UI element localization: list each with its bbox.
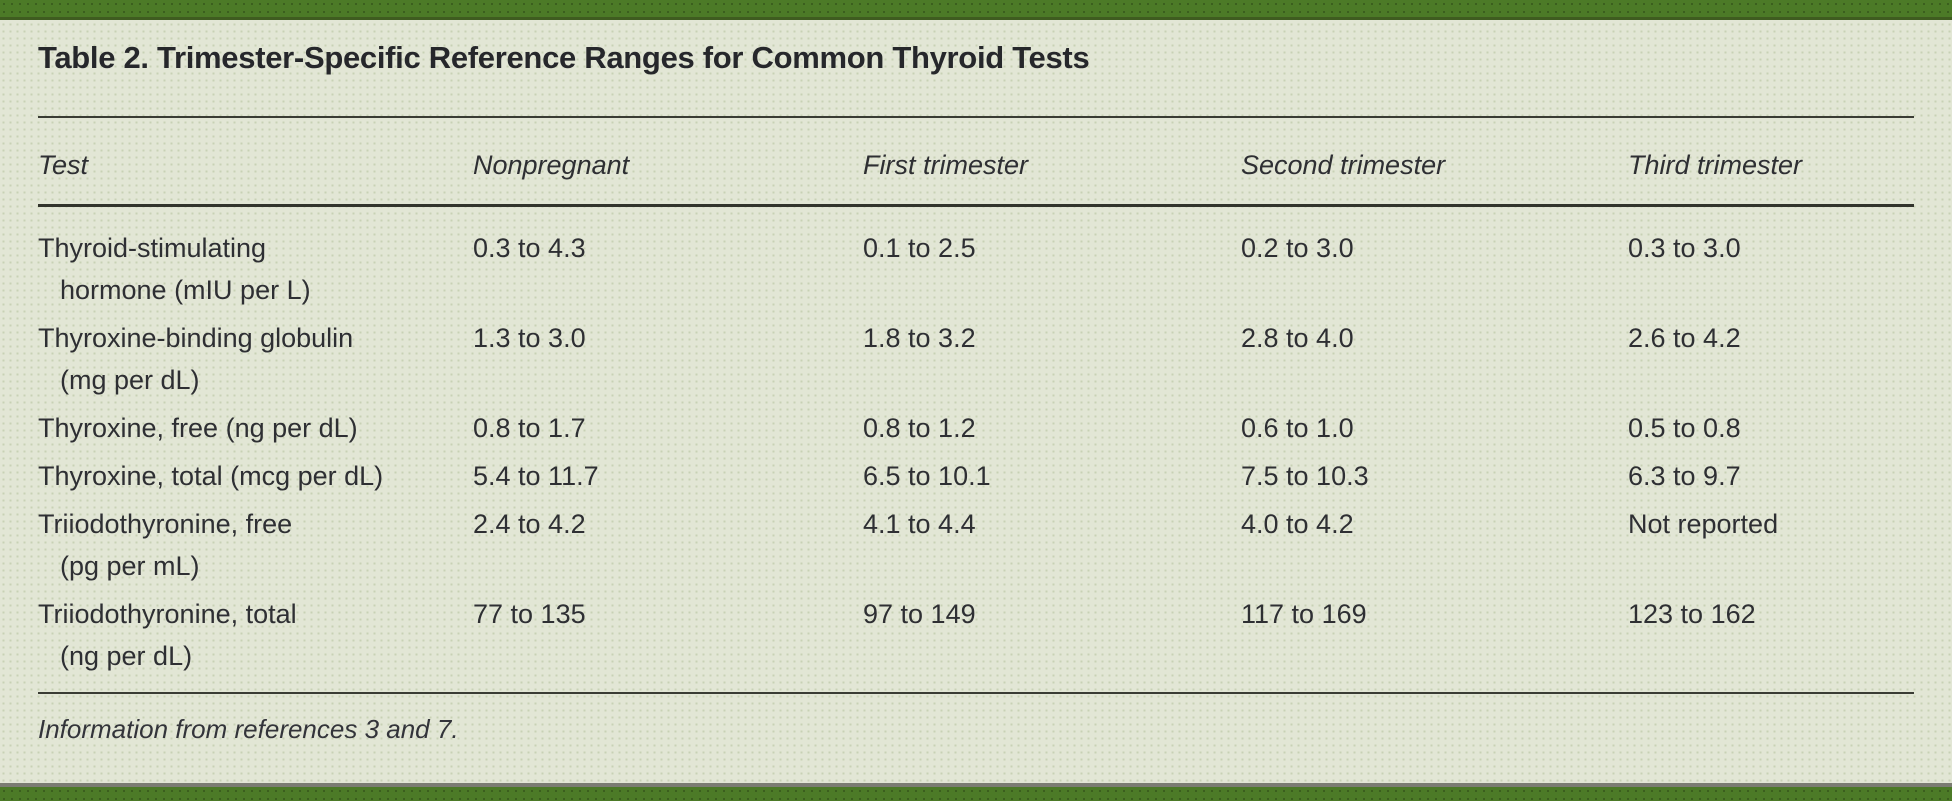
test-name: Thyroxine, total (mcg per dL) — [38, 461, 384, 491]
value-cell-second-trimester: 0.6 to 1.0 — [1241, 413, 1354, 443]
top-accent-bar — [0, 0, 1952, 20]
bottom-accent-bar — [0, 783, 1952, 801]
table-body: Thyroid-stimulating hormone (mIU per L) … — [38, 207, 1914, 699]
value-cell-third-trimester: 2.6 to 4.2 — [1628, 323, 1741, 353]
column-header-third-trimester: Third trimester — [1628, 150, 1803, 180]
table-row: Thyroxine-binding globulin (mg per dL) 1… — [38, 317, 1914, 401]
table-row: Thyroxine, total (mcg per dL) 5.4 to 11.… — [38, 455, 1914, 497]
column-header-first-trimester: First trimester — [863, 150, 1028, 180]
value-cell-first-trimester: 1.8 to 3.2 — [863, 323, 976, 353]
value-cell-nonpregnant: 0.3 to 4.3 — [473, 233, 586, 263]
table-row: Triiodothyronine, free (pg per mL) 2.4 t… — [38, 503, 1914, 587]
value-cell-second-trimester: 0.2 to 3.0 — [1241, 233, 1354, 263]
value-cell-first-trimester: 97 to 149 — [863, 599, 976, 629]
value-cell-first-trimester: 0.1 to 2.5 — [863, 233, 976, 263]
value-cell-second-trimester: 4.0 to 4.2 — [1241, 509, 1354, 539]
value-cell-first-trimester: 6.5 to 10.1 — [863, 461, 991, 491]
table-row: Thyroxine, free (ng per dL) 0.8 to 1.7 0… — [38, 407, 1914, 449]
test-name-cell: Thyroid-stimulating hormone (mIU per L) — [38, 227, 473, 311]
value-cell-nonpregnant: 0.8 to 1.7 — [473, 413, 586, 443]
value-cell-third-trimester: 0.5 to 0.8 — [1628, 413, 1741, 443]
test-name-cell: Triiodothyronine, free (pg per mL) — [38, 503, 473, 587]
value-cell-second-trimester: 2.8 to 4.0 — [1241, 323, 1354, 353]
table-row: Thyroid-stimulating hormone (mIU per L) … — [38, 227, 1914, 311]
test-name-cell: Thyroxine-binding globulin (mg per dL) — [38, 317, 473, 401]
value-cell-third-trimester: 0.3 to 3.0 — [1628, 233, 1741, 263]
table-footer: Information from references 3 and 7. — [38, 692, 1914, 745]
value-cell-nonpregnant: 2.4 to 4.2 — [473, 509, 586, 539]
column-header-nonpregnant: Nonpregnant — [473, 150, 630, 180]
value-cell-first-trimester: 0.8 to 1.2 — [863, 413, 976, 443]
table-title: Table 2. Trimester-Specific Reference Ra… — [38, 40, 1090, 75]
value-cell-second-trimester: 117 to 169 — [1241, 599, 1367, 629]
table-header-row: Test Nonpregnant First trimester Second … — [38, 116, 1914, 207]
value-cell-first-trimester: 4.1 to 4.4 — [863, 509, 976, 539]
test-unit: hormone (mIU per L) — [60, 275, 311, 305]
test-name: Thyroid-stimulating — [38, 233, 267, 263]
test-name-cell: Thyroxine, total (mcg per dL) — [38, 455, 473, 497]
test-unit: (pg per mL) — [60, 551, 200, 581]
value-cell-nonpregnant: 77 to 135 — [473, 599, 586, 629]
column-header-test: Test — [38, 150, 89, 180]
value-cell-nonpregnant: 1.3 to 3.0 — [473, 323, 586, 353]
table-row: Triiodothyronine, total (ng per dL) 77 t… — [38, 593, 1914, 677]
value-cell-third-trimester: Not reported — [1628, 509, 1779, 539]
test-name: Thyroxine-binding globulin — [38, 323, 354, 353]
value-cell-second-trimester: 7.5 to 10.3 — [1241, 461, 1369, 491]
value-cell-nonpregnant: 5.4 to 11.7 — [473, 461, 599, 491]
reference-range-table: Test Nonpregnant First trimester Second … — [38, 116, 1914, 699]
test-name-cell: Triiodothyronine, total (ng per dL) — [38, 593, 473, 677]
value-cell-third-trimester: 6.3 to 9.7 — [1628, 461, 1741, 491]
test-name: Triiodothyronine, free — [38, 509, 293, 539]
test-unit: (ng per dL) — [60, 641, 193, 671]
test-unit: (mg per dL) — [60, 365, 200, 395]
test-name: Thyroxine, free (ng per dL) — [38, 413, 358, 443]
table-footnote: Information from references 3 and 7. — [38, 714, 459, 744]
test-name-cell: Thyroxine, free (ng per dL) — [38, 407, 473, 449]
value-cell-third-trimester: 123 to 162 — [1628, 599, 1756, 629]
column-header-second-trimester: Second trimester — [1241, 150, 1446, 180]
test-name: Triiodothyronine, total — [38, 599, 297, 629]
